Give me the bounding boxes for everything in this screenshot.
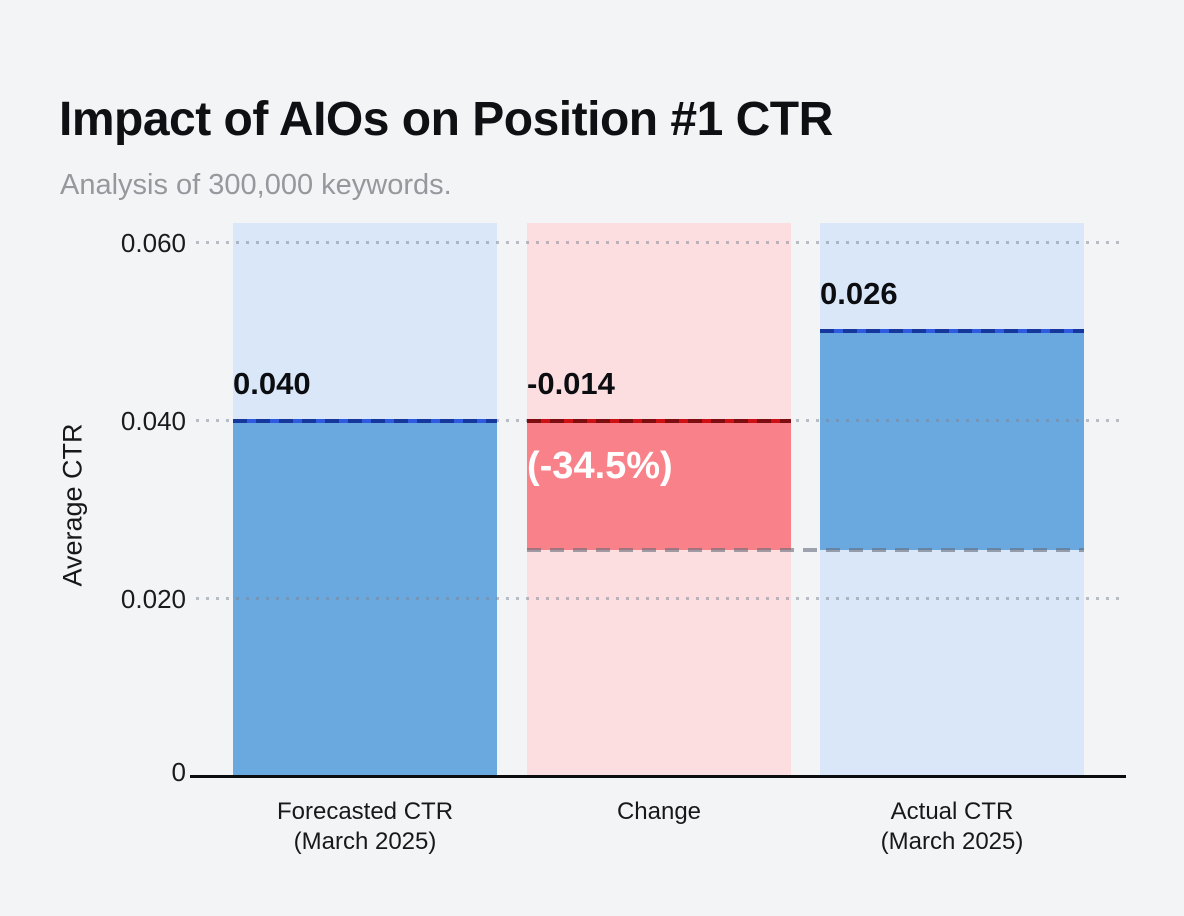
chart-subtitle: Analysis of 300,000 keywords.	[60, 169, 452, 201]
bar-value-label-change: -0.014	[527, 365, 615, 401]
bar-value-label-forecasted-ctr: 0.040	[233, 365, 311, 401]
x-category-label-line: Actual CTR	[890, 798, 1014, 825]
gridline-0.060	[196, 241, 1125, 245]
x-category-label-2: Actual CTR (March 2025)	[820, 797, 1084, 857]
x-axis-line	[190, 775, 1126, 778]
bar-top-line-forecasted-ctr	[233, 418, 497, 423]
carryover-dashed-line	[527, 547, 1084, 552]
y-tick-label-0: 0	[171, 757, 186, 787]
x-category-label-1: Change	[527, 797, 791, 827]
x-category-label-line: Forecasted CTR	[276, 798, 454, 825]
x-category-label-0: Forecasted CTR (March 2025)	[233, 797, 497, 857]
chart-title: Impact of AIOs on Position #1 CTR	[59, 93, 833, 147]
y-tick-label-0.020: 0.020	[120, 583, 186, 614]
x-category-label-line: (March 2025)	[880, 828, 1024, 855]
y-tick-label-0.060: 0.060	[120, 227, 186, 258]
bar-top-line-change	[527, 418, 791, 423]
plot-area: 0.040 -0.014 (-34.5%) 0.026	[196, 223, 1128, 777]
x-category-label-line: (March 2025)	[293, 828, 437, 855]
bar-top-line-actual-ctr	[820, 328, 1084, 333]
bar-fill-change	[527, 420, 791, 550]
bar-inner-label-change: (-34.5%)	[527, 444, 673, 487]
bar-fill-actual-ctr	[820, 330, 1084, 550]
x-category-label-line: Change	[616, 798, 702, 825]
gridline-0.020	[196, 597, 1125, 601]
y-tick-label-0.040: 0.040	[120, 405, 186, 436]
bar-value-label-actual-ctr: 0.026	[820, 275, 898, 311]
y-axis-title: Average CTR	[57, 423, 88, 587]
